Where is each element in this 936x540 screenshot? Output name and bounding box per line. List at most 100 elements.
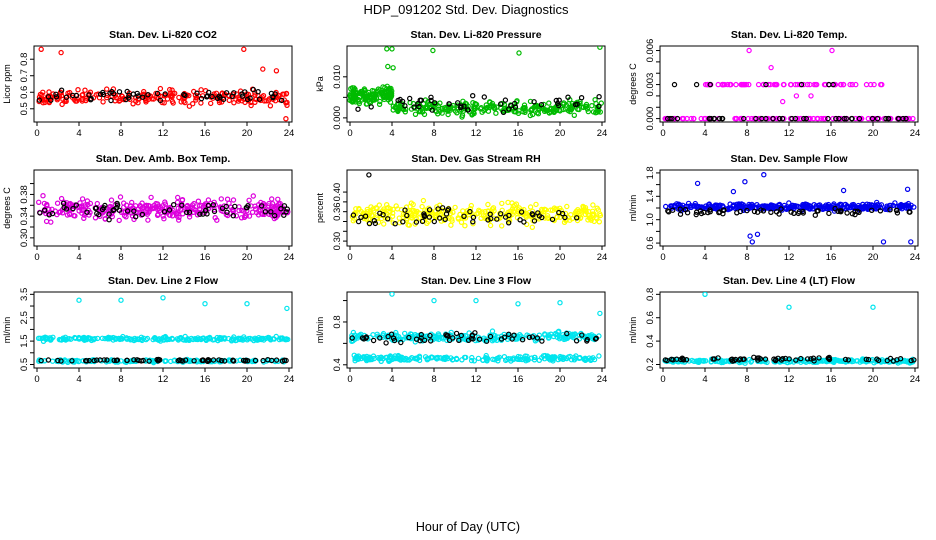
x-tick-label: 4: [702, 374, 707, 385]
data-point: [487, 99, 493, 106]
data-point: [737, 208, 744, 215]
data-point: [385, 63, 391, 70]
data-point: [519, 337, 526, 343]
data-point: [356, 206, 362, 213]
data-point: [431, 218, 437, 225]
data-point: [822, 358, 828, 364]
data-points: [662, 47, 916, 122]
data-point: [522, 213, 529, 219]
data-point: [442, 216, 448, 222]
panel-title: Stan. Dev. Li-820 Pressure: [410, 29, 541, 41]
data-point: [240, 357, 247, 364]
data-point: [191, 358, 197, 364]
y-tick-label: 1.0: [645, 213, 656, 226]
data-point: [856, 209, 862, 215]
data-point: [476, 336, 483, 342]
data-point: [849, 210, 856, 217]
data-point: [679, 115, 686, 122]
data-point: [456, 337, 462, 343]
data-point: [536, 105, 542, 112]
data-point: [107, 90, 113, 96]
data-point: [371, 208, 377, 214]
data-point: [230, 358, 237, 364]
data-point: [821, 205, 828, 212]
data-point: [370, 337, 377, 344]
data-point: [106, 204, 113, 210]
panel-y-axis-label: Licor ppm: [2, 64, 12, 104]
x-tick-label: 24: [597, 128, 608, 139]
data-point: [377, 210, 383, 216]
data-point: [261, 98, 267, 104]
data-point: [871, 360, 877, 366]
data-point: [224, 209, 230, 215]
data-point: [531, 354, 538, 361]
data-point: [74, 357, 80, 364]
data-point: [506, 331, 512, 337]
data-point: [53, 94, 60, 100]
data-point: [376, 202, 382, 208]
data-point: [510, 355, 517, 361]
data-point: [897, 202, 903, 209]
data-point: [161, 215, 167, 222]
data-point: [506, 212, 512, 219]
data-point: [281, 203, 288, 209]
data-point: [120, 200, 127, 206]
data-point: [60, 336, 67, 342]
data-point: [135, 93, 141, 99]
panel-y-axis-label: degrees C: [628, 63, 638, 105]
data-point: [284, 305, 290, 312]
x-tick-label: 16: [513, 252, 524, 263]
data-point: [869, 207, 875, 213]
data-point: [407, 95, 413, 102]
data-points: [662, 292, 917, 366]
data-point: [76, 297, 82, 303]
x-tick-label: 8: [118, 252, 123, 263]
data-point: [154, 90, 161, 97]
x-tick-label: 4: [76, 374, 81, 385]
data-point: [885, 206, 891, 213]
data-point: [847, 81, 853, 88]
data-point: [424, 356, 430, 362]
data-point: [46, 212, 52, 218]
data-point: [597, 211, 603, 217]
data-point: [358, 214, 364, 220]
data-point: [58, 358, 64, 364]
data-point: [894, 210, 901, 216]
data-point: [835, 357, 841, 363]
x-tick-label: 8: [431, 374, 436, 385]
data-point: [584, 338, 590, 344]
data-point: [406, 334, 412, 341]
data-point: [874, 115, 881, 122]
data-point: [426, 209, 433, 215]
data-point: [63, 94, 70, 100]
x-tick-label: 12: [158, 374, 169, 385]
data-point: [550, 107, 556, 113]
data-point: [755, 357, 761, 363]
data-point: [531, 99, 537, 105]
x-tick-label: 16: [513, 128, 524, 139]
data-point: [779, 115, 786, 122]
data-point: [82, 87, 88, 93]
data-point: [81, 215, 87, 221]
data-point: [283, 357, 289, 364]
data-point: [57, 337, 64, 343]
panel-title: Stan. Dev. Li-820 Temp.: [731, 29, 847, 41]
y-tick-label: 0.36: [332, 202, 343, 221]
data-point: [830, 81, 836, 88]
x-tick-label: 0: [660, 128, 665, 139]
data-point: [443, 104, 449, 111]
y-tick-label: 1.5: [19, 334, 30, 347]
series-stddev: [347, 46, 605, 120]
data-point: [183, 209, 190, 216]
data-point: [472, 100, 478, 107]
data-point: [516, 50, 522, 56]
data-point: [239, 91, 245, 97]
data-point: [198, 95, 205, 102]
y-tick-label: 0.8: [332, 315, 343, 328]
panel-y-axis-label: ml/min: [315, 317, 325, 344]
data-point: [212, 214, 218, 221]
data-point: [367, 210, 373, 216]
y-tick-label: 0.000: [645, 107, 656, 131]
data-point: [79, 96, 85, 103]
data-point: [131, 208, 137, 214]
